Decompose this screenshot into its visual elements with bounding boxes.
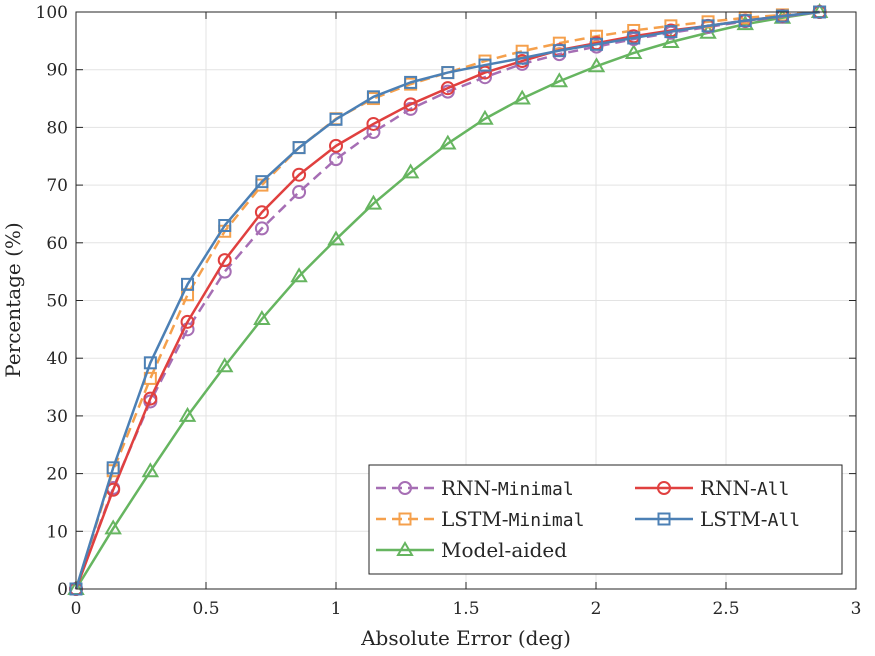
data-point: [290, 267, 308, 283]
legend-marker: [398, 512, 412, 526]
y-tick-label: 60: [46, 234, 68, 254]
x-tick-label: 0: [71, 599, 82, 619]
y-tick-label: 70: [46, 176, 68, 196]
data-point: [441, 66, 455, 80]
data-point: [590, 37, 604, 51]
data-point: [364, 194, 383, 210]
data-point: [366, 125, 381, 140]
series-line: [74, 10, 820, 590]
legend: RNN-Minimal RNN-All LSTM-Minimal LSTM-All Mo…: [368, 464, 843, 575]
data-point: [513, 89, 531, 105]
legend-entry: LSTM-Minimal: [376, 507, 584, 531]
data-point: [552, 36, 566, 50]
data-point: [104, 519, 122, 535]
data-point: [141, 462, 160, 478]
y-tick-label: 20: [46, 465, 68, 485]
data-point: [292, 167, 307, 182]
data-point: [550, 72, 569, 88]
legend-entry: RNN-Minimal: [376, 476, 574, 500]
data-point: [181, 277, 195, 291]
legend-marker: [398, 481, 412, 495]
y-tick-label: 50: [46, 292, 68, 312]
legend-label: Model-aided: [441, 538, 567, 562]
legend-label: RNN-Minimal: [441, 476, 574, 500]
y-tick-label: 30: [46, 407, 68, 427]
data-point: [401, 163, 420, 179]
x-tick-label: 3: [851, 599, 862, 619]
x-tick-label: 0.5: [192, 599, 219, 619]
legend-entry: Model-aided: [376, 538, 567, 562]
y-tick-label: 100: [36, 3, 68, 23]
legend-entry: LSTM-All: [635, 507, 800, 531]
data-point: [515, 44, 529, 58]
data-point: [180, 314, 195, 329]
data-point: [292, 141, 306, 155]
series-lstm-all: [69, 5, 827, 596]
data-point: [254, 205, 269, 220]
data-point: [587, 57, 606, 73]
y-tick-label: 10: [46, 522, 68, 542]
legend-box: [368, 464, 843, 575]
data-point: [738, 14, 752, 28]
data-point: [329, 138, 343, 153]
legend-marker: [657, 481, 671, 495]
data-point: [552, 44, 566, 58]
y-axis-label: Percentage (%): [1, 222, 25, 377]
legend-label: RNN-All: [700, 476, 789, 500]
data-point: [178, 406, 197, 422]
data-point: [403, 97, 418, 112]
data-point: [624, 43, 643, 59]
data-point: [478, 58, 492, 72]
data-point: [701, 19, 715, 33]
y-tick-label: 40: [46, 349, 68, 369]
series-model-aided: [67, 3, 829, 595]
data-point: [403, 101, 418, 116]
data-point: [515, 51, 529, 65]
legend-marker: [396, 541, 414, 556]
x-tick-label: 1: [331, 599, 342, 619]
data-point: [404, 75, 418, 89]
x-tick-label: 2.5: [712, 599, 739, 619]
series-line: [74, 10, 820, 590]
data-point: [366, 116, 381, 131]
data-point: [215, 357, 234, 373]
data-point: [366, 90, 380, 104]
data-point: [255, 175, 269, 189]
data-point: [476, 109, 494, 125]
data-point: [590, 29, 604, 43]
data-point: [143, 391, 158, 406]
data-point: [477, 65, 492, 80]
data-point: [106, 461, 120, 475]
y-tick-label: 80: [46, 118, 68, 138]
legend-label: LSTM-All: [700, 507, 800, 531]
data-point: [329, 152, 343, 167]
data-point: [253, 309, 271, 325]
legend-marker: [657, 512, 671, 526]
x-tick-label: 2: [591, 599, 602, 619]
data-point: [440, 81, 455, 96]
data-point: [439, 134, 457, 150]
data-point: [143, 356, 157, 370]
data-point: [254, 221, 269, 236]
legend-label: LSTM-Minimal: [441, 507, 584, 531]
data-point: [218, 218, 232, 232]
series-layer: [67, 3, 829, 596]
data-point: [329, 112, 343, 126]
y-tick-label: 90: [46, 61, 68, 81]
data-point: [217, 253, 232, 268]
data-point: [662, 33, 680, 49]
series-line: [74, 10, 820, 590]
data-point: [664, 25, 678, 39]
data-point: [327, 230, 345, 246]
x-tick-label: 1.5: [452, 599, 479, 619]
data-point: [292, 185, 307, 200]
data-point: [775, 9, 789, 23]
data-point: [627, 31, 641, 45]
x-axis-label: Absolute Error (deg): [360, 626, 571, 650]
legend-entry: RNN-All: [635, 476, 789, 500]
y-tick-label: 0: [57, 580, 68, 600]
